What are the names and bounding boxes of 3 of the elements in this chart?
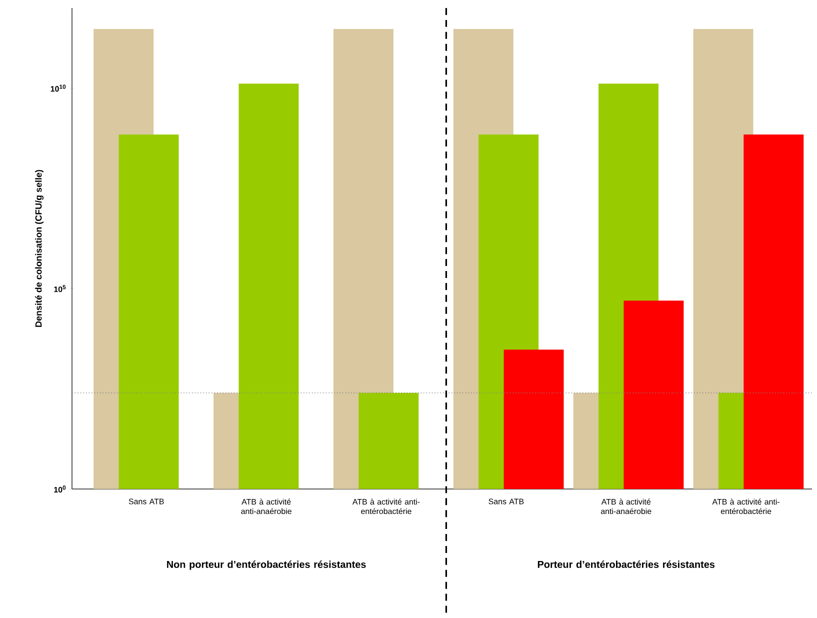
y-axis-title: Densité de colonisation (CFU/g selle) bbox=[35, 170, 44, 327]
text: Non porteur d’entérobactéries résistantes bbox=[167, 560, 366, 570]
text: Porteur d’entérobactéries résistantes bbox=[538, 560, 715, 568]
